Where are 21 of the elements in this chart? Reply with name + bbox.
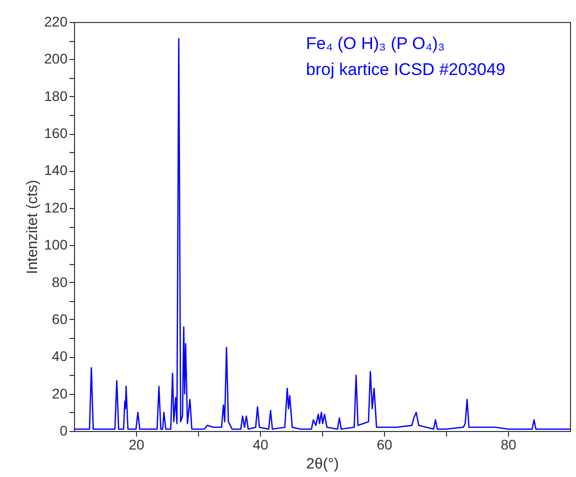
annotation: Fe₄ (O H)₃ (P O₄)₃ [306, 34, 445, 53]
x-tick-label: 60 [376, 436, 392, 452]
x-tick-label: 20 [128, 436, 144, 452]
y-tick-label: 20 [52, 385, 68, 402]
y-tick-label: 60 [52, 310, 68, 327]
y-tick-label: 100 [44, 236, 68, 253]
y-axis-title: Intenzitet (cts) [24, 180, 42, 274]
x-tick-label: 40 [252, 436, 268, 452]
y-tick-label: 140 [44, 162, 68, 178]
line-series [74, 38, 570, 430]
annotation: broj kartice ICSD #203049 [306, 60, 506, 79]
y-tick-label: 180 [44, 88, 68, 104]
x-axis-title: 2θ(°) [306, 456, 339, 472]
x-tick-label: 80 [500, 436, 516, 452]
y-tick-label: 220 [44, 14, 68, 30]
y-tick-label: 40 [52, 348, 68, 364]
y-tick-label: 160 [44, 125, 68, 142]
y-tick-label: 80 [52, 274, 68, 290]
y-tick-label: 0 [60, 422, 68, 438]
y-tick-label: 200 [44, 50, 68, 67]
y-tick-label: 120 [44, 199, 68, 216]
